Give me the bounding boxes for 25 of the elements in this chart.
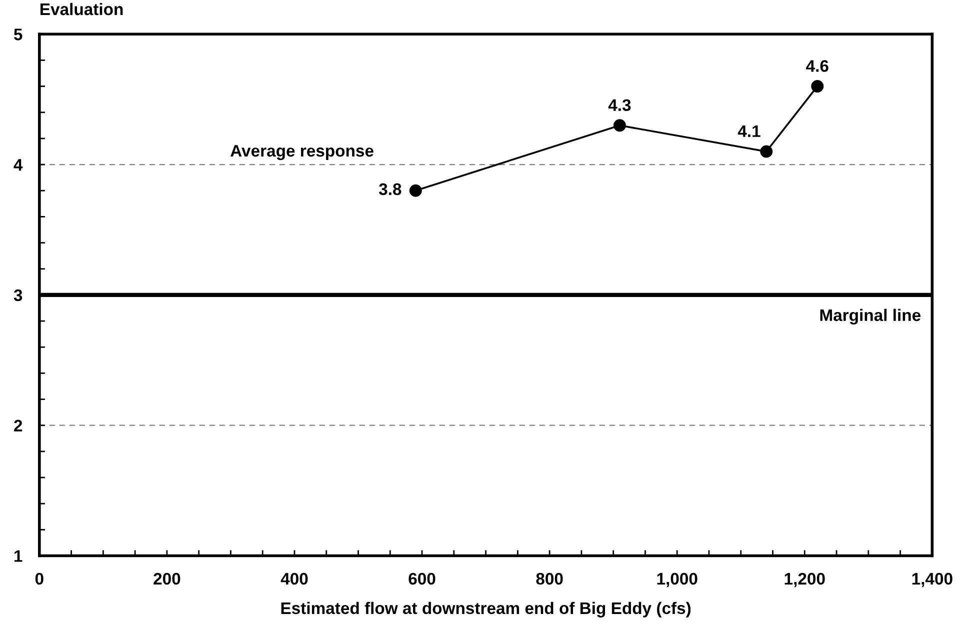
x-tick-label: 0 xyxy=(35,572,44,585)
data-label: 4.3 xyxy=(608,99,631,112)
x-tick-label: 1,000 xyxy=(657,572,698,588)
y-tick-label: 3 xyxy=(14,289,22,302)
x-tick-label: 1,400 xyxy=(912,572,952,588)
data-label: 4.6 xyxy=(806,60,828,72)
point xyxy=(409,184,422,197)
point xyxy=(760,145,773,158)
y-tick-label: 5 xyxy=(14,28,22,40)
data-label: 4.1 xyxy=(738,125,760,137)
text: Average response xyxy=(230,145,374,160)
x-tick-label: 200 xyxy=(154,572,180,585)
x-tick-label: 1,200 xyxy=(784,572,825,588)
data-label: 3.8 xyxy=(378,183,402,196)
point xyxy=(613,119,626,132)
y-axis-title: Evaluation xyxy=(40,2,123,16)
x-tick-label: 600 xyxy=(408,572,436,585)
y-tick-label: 4 xyxy=(14,159,23,171)
x-tick-label: 800 xyxy=(536,572,563,585)
y-tick-label: 1 xyxy=(14,550,22,562)
x-axis-title: Estimated flow at downstream end of Big Eddy (cfs) xyxy=(281,602,691,618)
y-tick-label: 2 xyxy=(14,420,22,432)
point xyxy=(811,80,824,93)
ref-line-label: Marginal line xyxy=(820,308,920,324)
x-tick-label: 400 xyxy=(280,572,308,585)
